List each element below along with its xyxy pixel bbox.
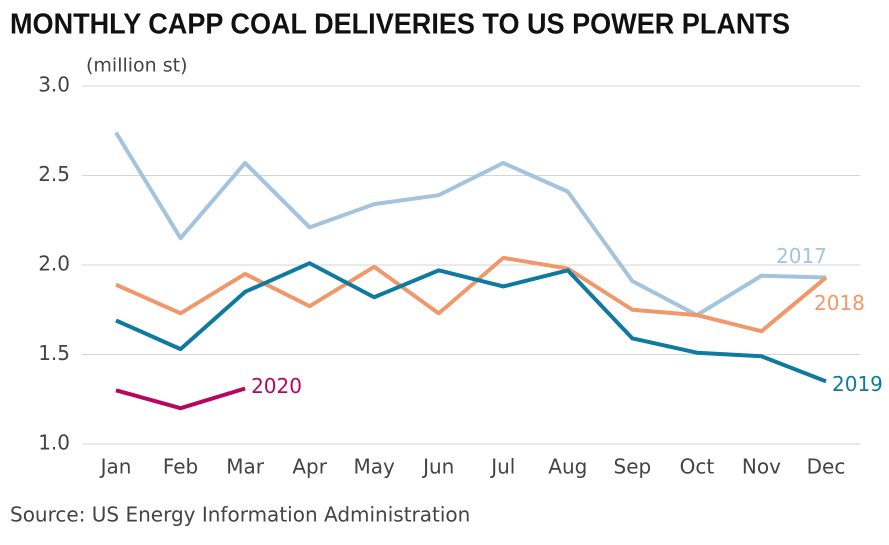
series-line xyxy=(115,255,828,334)
y-tick-label: 1.0 xyxy=(38,431,70,455)
x-tick-label: Apr xyxy=(292,455,327,479)
series-line xyxy=(114,131,827,318)
x-tick-label: Oct xyxy=(680,455,715,479)
series-label: 2019 xyxy=(832,372,883,396)
x-tick-label: Jul xyxy=(489,455,515,479)
chart-title: MONTHLY CAPP COAL DELIVERIES TO US POWER… xyxy=(10,9,790,41)
series-label: 2018 xyxy=(814,291,865,315)
series-label: 2020 xyxy=(251,374,302,398)
y-tick-label: 3.0 xyxy=(38,73,70,97)
series-line xyxy=(115,386,246,411)
series-label: 2017 xyxy=(776,244,827,268)
x-tick-label: Sep xyxy=(614,455,652,479)
x-tick-label: Nov xyxy=(742,455,781,479)
y-tick-label: 1.5 xyxy=(38,341,70,365)
x-tick-label: Jan xyxy=(99,455,132,479)
x-tick-label: Feb xyxy=(163,455,198,479)
x-tick-label: Aug xyxy=(548,455,587,479)
x-tick-label: Dec xyxy=(807,455,846,479)
series-line xyxy=(115,261,827,384)
y-tick-label: 2.0 xyxy=(38,252,70,276)
x-tick-label: Mar xyxy=(226,455,265,479)
source: Source: US Energy Information Administra… xyxy=(10,503,470,527)
x-tick-label: May xyxy=(354,455,396,479)
x-tick-label: Jun xyxy=(421,455,454,479)
y-axis-unit: (million st) xyxy=(86,55,188,77)
y-tick-label: 2.5 xyxy=(38,162,70,186)
